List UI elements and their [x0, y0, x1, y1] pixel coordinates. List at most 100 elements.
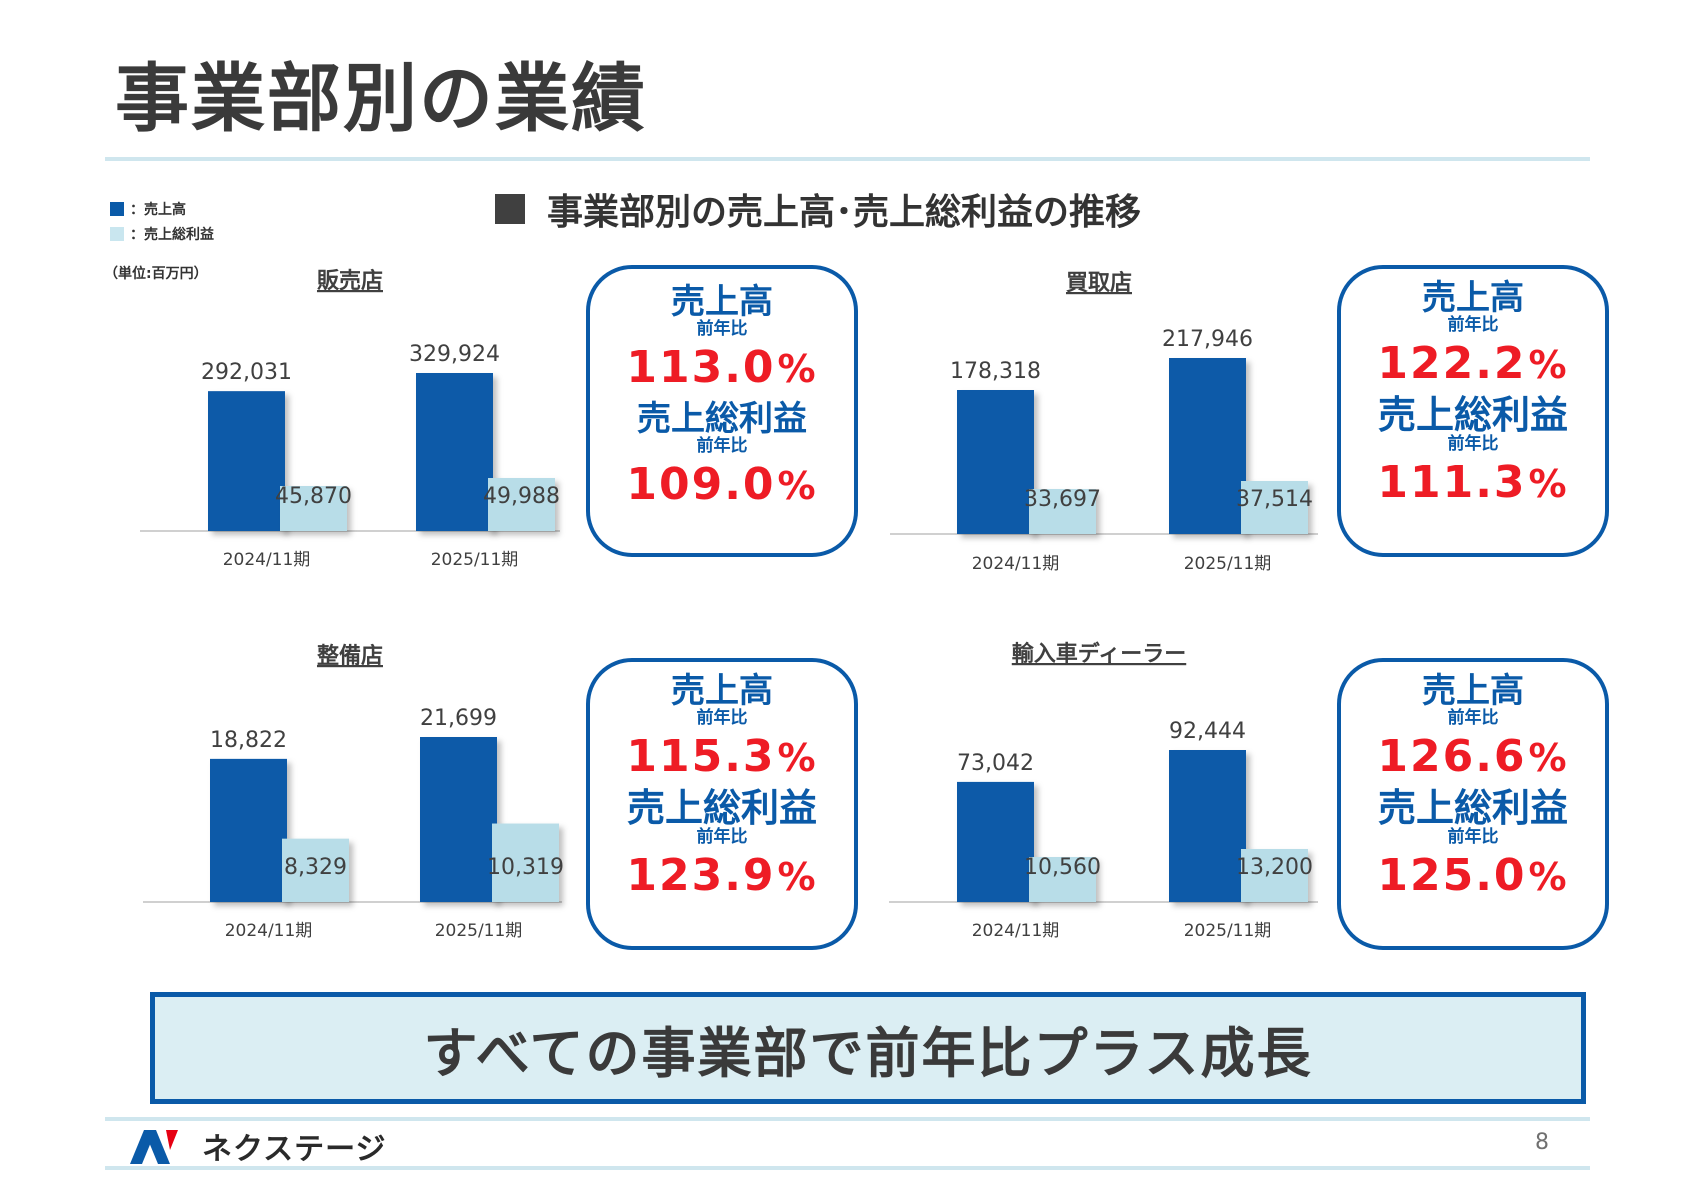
kpi-sales-yoy-label: 前年比 [1447, 315, 1499, 335]
percent-sign: % [1528, 736, 1569, 780]
kpi-sales-heading: 売上高 [671, 282, 773, 322]
kpi-sales-yoy-value: 126.6% [1341, 735, 1605, 779]
legend-swatch-sales [110, 201, 124, 216]
kpi-gross-yoy-number: 111.3 [1377, 457, 1527, 508]
data-label-gross-profit: 13,200 [1236, 855, 1313, 880]
x-tick-label: 2025/11期 [1184, 554, 1272, 574]
x-tick-label: 2025/11期 [435, 921, 523, 941]
section-title-text: 事業部別の売上高･売上総利益の推移 [547, 192, 1142, 233]
percent-sign: % [777, 464, 818, 508]
kpi-box-hanbaiten: 売上高 前年比 113.0% 売上総利益 前年比 109.0% [586, 265, 858, 557]
company-logo: ネクステージ [130, 1124, 387, 1168]
bar-sales [1169, 358, 1246, 534]
bar-sales [957, 390, 1034, 534]
bar-sales [1169, 750, 1246, 902]
x-tick-label: 2024/11期 [972, 554, 1060, 574]
bar-gross-profit [282, 838, 349, 902]
kpi-gross-yoy-label: 前年比 [696, 827, 748, 847]
legend-label-gross-profit: ：売上総利益 [130, 226, 214, 243]
chart-title: 整備店 [317, 643, 383, 669]
kpi-sales-yoy-label: 前年比 [696, 319, 748, 339]
kpi-sales-yoy-value: 115.3% [590, 735, 854, 779]
title-divider [105, 157, 1590, 161]
kpi-sales-yoy-number: 126.6 [1377, 731, 1527, 782]
legend-swatch-gross-profit [110, 226, 124, 241]
kpi-box-seibiten: 売上高 前年比 115.3% 売上総利益 前年比 123.9% [586, 658, 858, 950]
kpi-gross-yoy-label: 前年比 [696, 436, 748, 456]
kpi-gross-yoy-label: 前年比 [1447, 827, 1499, 847]
percent-sign: % [1528, 855, 1569, 899]
data-label-gross-profit: 37,514 [1236, 487, 1313, 512]
data-label-sales: 73,042 [957, 751, 1034, 776]
data-label-sales: 21,699 [420, 706, 497, 731]
data-label-gross-profit: 10,560 [1024, 855, 1101, 880]
page-title: 事業部別の業績 [115, 56, 647, 142]
bar-sales [208, 391, 285, 531]
x-tick-label: 2025/11期 [1184, 921, 1272, 941]
data-label-sales: 178,318 [950, 359, 1041, 384]
kpi-gross-heading: 売上総利益 [626, 786, 817, 830]
kpi-gross-yoy-number: 109.0 [626, 459, 776, 510]
kpi-sales-yoy-number: 122.2 [1377, 338, 1527, 389]
kpi-box-kaitoriten: 売上高 前年比 122.2% 売上総利益 前年比 111.3% [1337, 265, 1609, 557]
kpi-sales-yoy-value: 113.0% [590, 346, 854, 390]
kpi-sales-yoy-label: 前年比 [1447, 708, 1499, 728]
section-title: 事業部別の売上高･売上総利益の推移 [495, 183, 1141, 235]
percent-sign: % [1528, 343, 1569, 387]
data-label-gross-profit: 49,988 [483, 484, 560, 509]
kpi-sales-yoy-number: 115.3 [626, 731, 776, 782]
data-label-gross-profit: 10,319 [487, 855, 564, 880]
bar-sales [416, 373, 493, 531]
chart-title: 販売店 [317, 268, 383, 294]
percent-sign: % [777, 736, 818, 780]
legend-label-sales: ：売上高 [130, 201, 186, 218]
summary-banner: すべての事業部で前年比プラス成長 [150, 992, 1586, 1104]
bar-sales [957, 781, 1034, 902]
section-square-icon [495, 194, 525, 224]
bar-gross-profit [280, 486, 347, 531]
data-label-sales: 292,031 [201, 360, 292, 385]
footer-divider-bottom [105, 1166, 1590, 1170]
kpi-sales-yoy-value: 122.2% [1341, 342, 1605, 386]
data-label-gross-profit: 45,870 [275, 484, 352, 509]
bar-gross-profit [492, 823, 559, 902]
kpi-sales-heading: 売上高 [671, 671, 773, 711]
chart-title: 輸入車ディーラー [1012, 641, 1186, 667]
kpi-gross-yoy-number: 125.0 [1377, 850, 1527, 901]
x-tick-label: 2024/11期 [223, 550, 311, 570]
data-label-sales: 217,946 [1162, 327, 1253, 352]
kpi-gross-yoy-label: 前年比 [1447, 434, 1499, 454]
kpi-gross-yoy-value: 111.3% [1341, 461, 1605, 505]
bar-gross-profit [1029, 857, 1096, 902]
kpi-sales-yoy-label: 前年比 [696, 708, 748, 728]
kpi-sales-heading: 売上高 [1422, 671, 1524, 711]
bar-gross-profit [1241, 849, 1308, 902]
logo-text: ネクステージ [202, 1132, 387, 1167]
kpi-gross-yoy-value: 123.9% [590, 854, 854, 898]
kpi-sales-heading: 売上高 [1422, 278, 1524, 318]
percent-sign: % [1528, 462, 1569, 506]
x-tick-label: 2024/11期 [972, 921, 1060, 941]
legend-item-gross-profit: ：売上総利益 [110, 221, 214, 246]
bar-gross-profit [488, 478, 555, 531]
unit-label: （単位:百万円） [104, 266, 208, 282]
kpi-gross-heading: 売上総利益 [1377, 393, 1568, 437]
kpi-gross-yoy-value: 125.0% [1341, 854, 1605, 898]
kpi-gross-heading: 売上総利益 [1377, 786, 1568, 830]
chart-title: 買取店 [1066, 271, 1132, 296]
x-tick-label: 2025/11期 [431, 550, 519, 570]
logo-mark-icon [130, 1130, 178, 1164]
kpi-gross-heading: 売上総利益 [637, 399, 807, 439]
kpi-box-import-dealer: 売上高 前年比 126.6% 売上総利益 前年比 125.0% [1337, 658, 1609, 950]
data-label-sales: 92,444 [1169, 719, 1246, 744]
bar-gross-profit [1029, 489, 1096, 534]
data-label-gross-profit: 8,329 [284, 855, 347, 880]
percent-sign: % [777, 855, 818, 899]
data-label-gross-profit: 33,697 [1024, 487, 1101, 512]
kpi-sales-yoy-number: 113.0 [626, 342, 776, 393]
footer-divider-top [105, 1117, 1590, 1121]
percent-sign: % [777, 347, 818, 391]
bar-sales [420, 737, 497, 902]
chart-legend: ：売上高 ：売上総利益 [110, 196, 214, 246]
data-label-sales: 18,822 [210, 728, 287, 753]
